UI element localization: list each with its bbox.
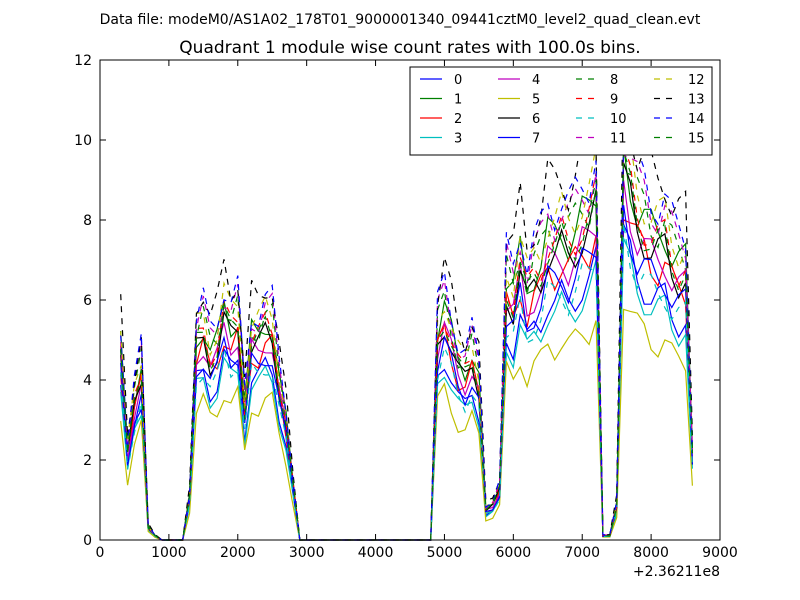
x-tick-label: 3000 [289,545,325,561]
legend-label-11: 11 [610,132,627,147]
series-line-2 [120,218,693,541]
legend-label-0: 0 [454,73,462,88]
y-tick-label: 0 [83,533,92,549]
series-line-7 [120,205,693,541]
y-tick-label: 8 [83,213,92,229]
legend-label-9: 9 [610,93,618,108]
legend-label-10: 10 [610,112,627,127]
series-line-12 [120,115,693,541]
series-line-0 [120,224,693,541]
series-line-9 [120,144,693,541]
y-tick-label: 12 [74,53,92,69]
chart-title: Quadrant 1 module wise count rates with … [179,38,640,58]
series-line-15 [120,150,693,541]
x-tick-label: 7000 [564,545,600,561]
x-tick-label: 1000 [151,545,187,561]
y-tick-label: 10 [74,133,92,149]
legend-label-14: 14 [688,112,705,127]
x-tick-label: 0 [96,545,105,561]
legend-label-4: 4 [532,73,540,88]
legend-label-15: 15 [688,132,705,147]
legend-label-5: 5 [532,93,540,108]
x-tick-label: 8000 [633,545,669,561]
series-line-1 [120,144,693,541]
x-tick-label: 5000 [427,545,463,561]
legend-box [409,66,713,156]
chart-supertitle: Data file: modeM0/AS1A02_178T01_90000013… [100,12,701,28]
legend-label-6: 6 [532,112,540,127]
x-tick-label: 2000 [220,545,256,561]
x-tick-label: 4000 [358,545,394,561]
legend-label-7: 7 [532,132,540,147]
y-tick-label: 4 [83,373,92,389]
legend-label-1: 1 [454,93,462,108]
y-tick-label: 2 [83,453,92,469]
x-axis-ticks: 0 1000 2000 3000 4000 5000 6000 7000 8000 9000 [96,60,738,561]
series-line-4 [120,180,693,541]
legend-label-13: 13 [688,93,705,108]
legend-label-12: 12 [688,73,705,88]
x-axis-offset-label: +2.36211e8 [633,564,720,580]
legend-label-2: 2 [454,112,462,127]
legend-label-8: 8 [610,73,618,88]
legend-label-3: 3 [454,132,462,147]
x-tick-label: 9000 [702,545,738,561]
series-line-14 [120,141,693,541]
x-tick-label: 6000 [496,545,532,561]
series-line-3 [120,238,693,541]
y-tick-label: 6 [83,293,92,309]
